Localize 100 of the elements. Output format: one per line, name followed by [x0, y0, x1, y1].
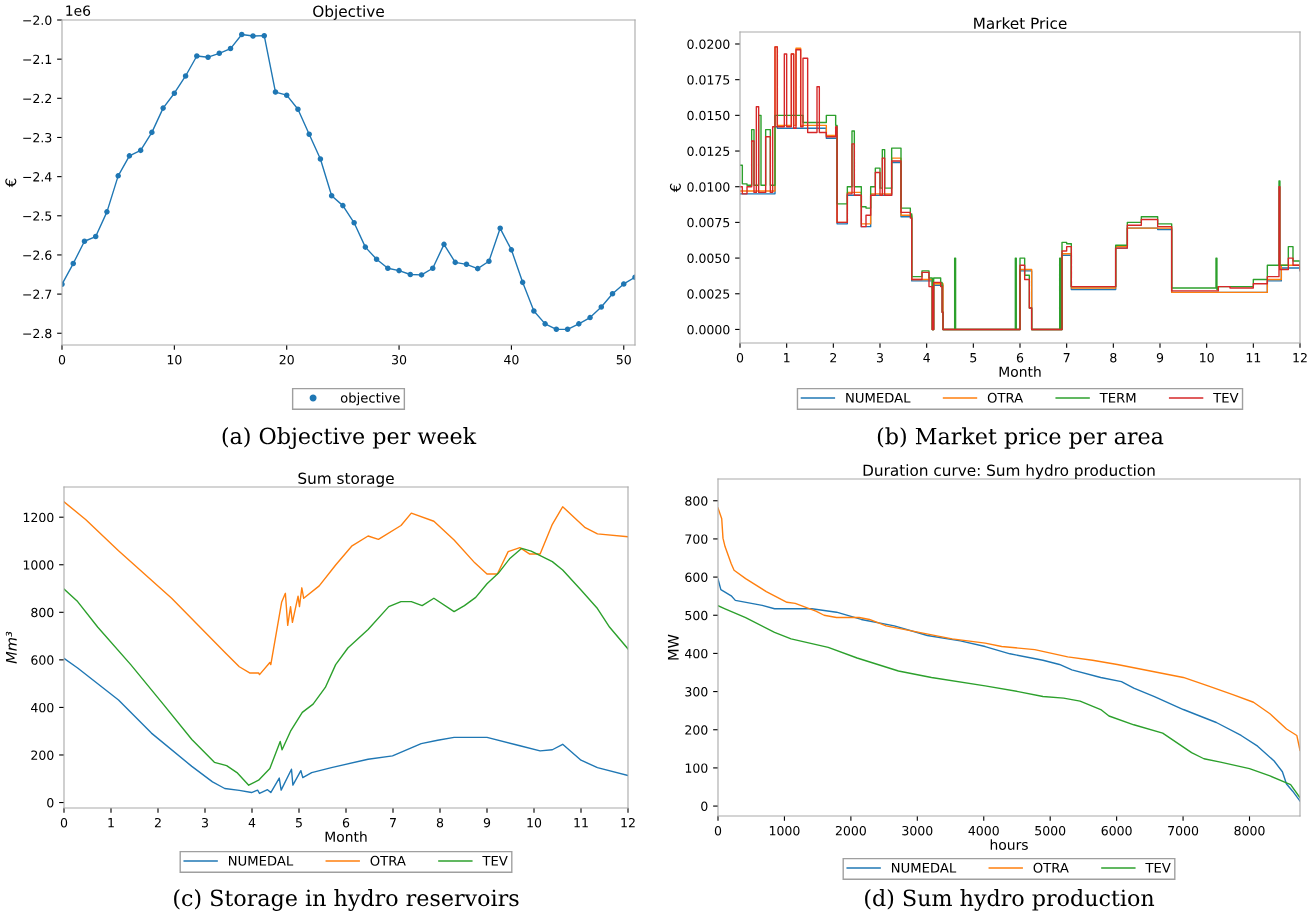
- y-tick-label: 600: [31, 655, 54, 665]
- y-tick-label: 0.0175: [687, 75, 730, 85]
- x-tick-label: 8: [436, 817, 444, 828]
- y-tick-label: 0.0100: [687, 182, 730, 192]
- y-tick-label: −2.6: [23, 250, 52, 260]
- x-tick-label: 0: [58, 354, 66, 365]
- text: (c) Storage in hydro reservoirs: [174, 889, 519, 911]
- x-tick-label: 8: [1110, 352, 1117, 363]
- y-tick-label: 0: [47, 798, 54, 808]
- y-tick-label: 500: [685, 610, 708, 621]
- legend-label: TEV: [1213, 392, 1239, 403]
- y-tick-label: 0.0075: [687, 217, 730, 228]
- legend-label: OTRA: [1033, 862, 1069, 873]
- x-tick-label: 3000: [902, 825, 933, 836]
- x-tick-label: 5: [970, 353, 977, 363]
- y-axis-title: MW: [667, 634, 679, 660]
- x-tick-label: 0: [60, 817, 68, 828]
- x-tick-label: 7: [1063, 353, 1070, 363]
- y-tick-label: −2.8: [23, 328, 52, 339]
- y-tick-label: 800: [685, 496, 708, 506]
- text: (b) Market price per area: [877, 427, 1164, 449]
- y-axis-title: €: [5, 178, 17, 188]
- y-tick-label: 0: [701, 801, 708, 811]
- y-tick-label: −2.4: [23, 172, 52, 182]
- chart-title: Duration curve: Sum hydro production: [863, 464, 1155, 479]
- x-tick-label: 4: [923, 353, 930, 363]
- x-tick-label: 3: [201, 817, 208, 828]
- y-tick-label: −2.2: [23, 93, 52, 104]
- x-tick-label: 11: [1246, 353, 1261, 363]
- y-tick-label: 700: [685, 534, 708, 544]
- y-tick-label: −2.5: [23, 211, 52, 221]
- y-axis-title: Mm³: [5, 631, 17, 664]
- x-tick-label: 9: [483, 817, 491, 828]
- y-tick-label: 1200: [23, 512, 54, 523]
- x-tick-label: 20: [279, 354, 294, 365]
- y-tick-label: 600: [685, 572, 708, 583]
- x-tick-label: 0: [736, 352, 744, 363]
- y-tick-label: 400: [31, 702, 54, 713]
- x-tick-label: 5: [295, 818, 302, 828]
- x-tick-label: 6000: [1101, 825, 1132, 836]
- text: (a) Objective per week: [222, 427, 477, 449]
- x-tick-label: 1: [784, 353, 790, 363]
- x-tick-label: 4000: [968, 825, 999, 836]
- x-tick-label: 10: [167, 354, 182, 365]
- y-tick-label: 100: [685, 763, 708, 773]
- x-tick-label: 40: [504, 354, 519, 365]
- x-tick-label: 7000: [1168, 825, 1199, 836]
- legend-label: NUMEDAL: [228, 855, 294, 866]
- chart-title: Market Price: [974, 17, 1067, 30]
- x-tick-label: 5000: [1035, 825, 1066, 836]
- chart-title: Sum storage: [298, 472, 394, 487]
- x-tick-label: 6: [1016, 352, 1024, 363]
- y-tick-label: 1000: [23, 560, 54, 570]
- y-tick-label: −2.3: [23, 132, 52, 143]
- x-tick-label: 11: [574, 818, 588, 828]
- legend-label: TEV: [1145, 862, 1171, 873]
- y-tick-label: −2.1: [23, 54, 52, 64]
- x-tick-label: 9: [1156, 352, 1164, 363]
- y-tick-label: 800: [31, 607, 54, 618]
- y-axis-title: €: [669, 183, 681, 193]
- x-tick-label: 6: [342, 817, 350, 828]
- y-tick-label: −2.7: [23, 289, 52, 299]
- x-tick-label: 10: [1200, 352, 1214, 363]
- y-tick-label: 200: [31, 750, 54, 760]
- legend-label: objective: [340, 392, 400, 406]
- x-tick-label: 50: [616, 354, 631, 365]
- x-tick-label: 1: [108, 818, 114, 828]
- y-tick-label: 0.0125: [687, 146, 730, 156]
- x-tick-label: 2: [830, 352, 837, 363]
- y-tick-label: 400: [685, 648, 708, 659]
- x-tick-label: 2000: [835, 825, 866, 836]
- x-tick-label: 3: [876, 352, 883, 363]
- x-tick-label: 4: [248, 818, 256, 828]
- legend-label: NUMEDAL: [891, 862, 957, 873]
- x-axis-title: hours: [990, 839, 1028, 850]
- y-tick-label: 0.0025: [687, 289, 730, 299]
- x-axis-title: Month: [999, 366, 1041, 377]
- x-tick-label: 0: [714, 825, 722, 836]
- y-tick-label: 0.0150: [687, 110, 730, 121]
- x-axis-title: Month: [325, 831, 367, 842]
- legend-label: NUMEDAL: [846, 392, 911, 403]
- x-tick-label: 8000: [1234, 825, 1265, 836]
- x-tick-label: 1000: [769, 825, 800, 836]
- chart-title: Objective: [313, 5, 384, 20]
- x-tick-label: 12: [621, 817, 635, 828]
- y-tick-label: −2.0: [23, 15, 52, 25]
- y-tick-label: 300: [685, 687, 708, 697]
- y-tick-label: 0.0050: [687, 253, 730, 263]
- x-tick-label: 2: [154, 817, 161, 828]
- x-tick-label: 30: [392, 354, 407, 365]
- y-tick-label: 200: [685, 725, 708, 735]
- legend-label: TEV: [482, 855, 508, 866]
- text: (d) Sum hydro production: [865, 889, 1155, 911]
- legend-label: OTRA: [370, 855, 406, 866]
- x-tick-label: 12: [1293, 352, 1307, 363]
- x-tick-label: 7: [390, 818, 396, 828]
- y-tick-label: 0.0200: [687, 39, 730, 49]
- y-tick-label: 0.0000: [687, 324, 730, 335]
- legend-label: OTRA: [987, 392, 1024, 403]
- legend-label: TERM: [1099, 392, 1136, 403]
